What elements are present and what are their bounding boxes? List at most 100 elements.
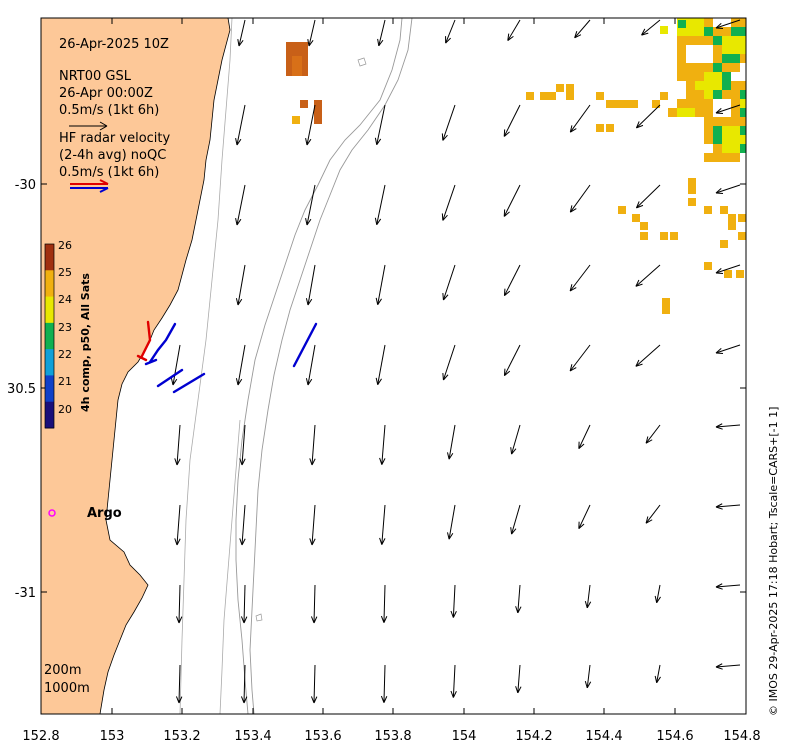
sst-pixel [738, 232, 746, 240]
model-velocity-arrows [170, 19, 741, 704]
sst-pixel [722, 54, 731, 63]
velocity-arrow [305, 104, 316, 146]
sst-pixel [632, 214, 640, 222]
x-tick-label: 153.4 [234, 729, 271, 744]
sst-pixel [677, 54, 686, 63]
sst-pixel [731, 99, 740, 108]
hf-radar-arrow [172, 372, 206, 394]
sst-pixel [540, 92, 548, 100]
x-tick-label: 154.2 [515, 729, 552, 744]
hf-radar-scale-label: 0.5m/s (1kt 6h) [59, 165, 159, 180]
sst-pixel [713, 72, 722, 81]
sst-pixel [722, 144, 731, 153]
sst-pixel [606, 100, 614, 108]
sst-pixel [640, 232, 648, 240]
sst-pixel [724, 270, 732, 278]
velocity-arrow [305, 184, 316, 226]
sst-pixel [292, 116, 300, 124]
colorbar-tick-label: 25 [58, 266, 72, 279]
sst-pixel [740, 27, 746, 36]
sst-pixel [314, 100, 322, 124]
velocity-arrow [237, 19, 246, 47]
velocity-arrow [442, 264, 456, 301]
model-scale-label: 0.5m/s (1kt 6h) [59, 103, 159, 118]
velocity-arrow [510, 424, 521, 455]
velocity-arrow [447, 504, 456, 540]
sst-pixel [713, 54, 722, 63]
velocity-arrow [305, 264, 316, 306]
colorbar-tick-label: 26 [58, 239, 72, 252]
hf-radar-arrows [136, 320, 318, 394]
x-tick-label: 154 [452, 729, 477, 744]
sst-pixels [286, 18, 746, 314]
velocity-arrow [569, 104, 591, 133]
sst-pixel [704, 72, 713, 81]
velocity-arrow [380, 664, 388, 703]
sst-pixel [596, 92, 604, 100]
sst-pixel [731, 90, 740, 99]
sst-pixel [677, 63, 686, 72]
velocity-arrow [450, 584, 457, 618]
velocity-arrow [307, 19, 316, 47]
sst-pixel [695, 72, 704, 81]
sst-pixel [695, 108, 704, 117]
velocity-arrow [635, 184, 661, 209]
sst-pixel [704, 108, 713, 117]
sst-pixel [686, 63, 695, 72]
sst-pixel [731, 36, 740, 45]
velocity-arrow [635, 344, 661, 367]
sst-pixel [695, 36, 704, 45]
colorbar-scale [45, 244, 54, 429]
sst-pixel [704, 90, 713, 99]
sst-pixel [731, 63, 740, 72]
sst-pixel [300, 100, 308, 108]
sst-pixel [606, 124, 614, 132]
velocity-arrow [510, 504, 521, 535]
contour-shelf [219, 419, 241, 714]
y-axis-ticks [41, 183, 746, 593]
y-tick-label: -30 [15, 178, 36, 193]
sst-pixel [713, 63, 722, 72]
velocity-arrow [175, 664, 183, 704]
x-tick-label: 153.6 [304, 729, 341, 744]
velocity-arrow [380, 584, 388, 623]
sst-pixel [668, 108, 677, 117]
sst-pixel [622, 100, 630, 108]
velocity-arrow [235, 344, 246, 386]
x-tick-label: 153.8 [374, 729, 411, 744]
sst-pixel [640, 222, 648, 230]
x-tick-label: 153.2 [163, 729, 200, 744]
sst-pixel [704, 27, 713, 36]
velocity-arrow [503, 264, 521, 297]
sst-pixel [695, 18, 704, 27]
colorbar-segment [45, 322, 54, 350]
model-name-label: NRT00 GSL [59, 69, 132, 84]
sst-pixel [596, 124, 604, 132]
sst-pixel [740, 108, 746, 117]
sst-pixel [713, 45, 722, 54]
velocity-arrow [569, 344, 591, 372]
velocity-arrow [515, 664, 522, 694]
velocity-arrow [174, 424, 181, 466]
x-axis-labels: 152.8 153 153.2 153.4 153.6 153.8 154 15… [22, 729, 760, 744]
velocity-arrow [170, 344, 181, 386]
velocity-arrow [235, 264, 246, 306]
x-tick-label: 154.4 [585, 729, 622, 744]
velocity-arrow [239, 504, 246, 546]
sst-pixel [731, 45, 740, 54]
sst-pixel [566, 92, 574, 100]
sst-pixel [662, 306, 670, 314]
sst-pixel [740, 135, 746, 144]
sst-pixel [731, 81, 740, 90]
sst-pixel [662, 298, 670, 306]
sst-pixel [686, 99, 695, 108]
sst-pixel [713, 90, 722, 99]
colorbar-segment [45, 296, 54, 324]
sst-pixel [704, 206, 712, 214]
sst-pixel [713, 126, 722, 135]
sst-pixel [722, 81, 731, 90]
velocity-arrow [375, 344, 386, 385]
sst-pixel [731, 135, 740, 144]
sst-pixel [740, 117, 746, 126]
